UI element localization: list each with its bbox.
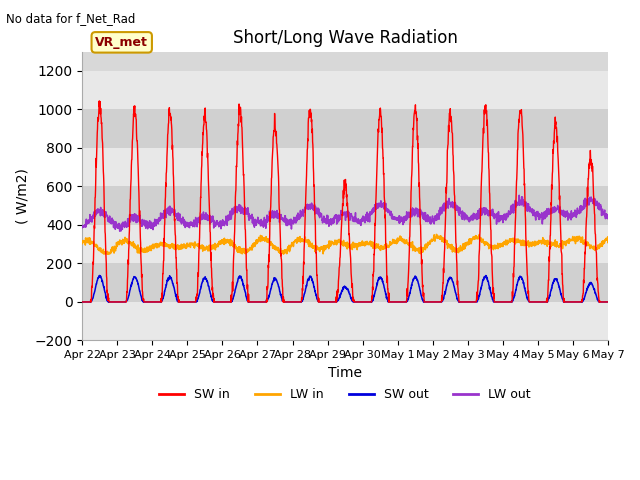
Bar xyxy=(82,109,608,148)
Title: Short/Long Wave Radiation: Short/Long Wave Radiation xyxy=(233,29,458,48)
Bar xyxy=(82,264,608,302)
Text: VR_met: VR_met xyxy=(95,36,148,49)
Bar xyxy=(82,302,608,340)
Bar xyxy=(82,71,608,109)
Bar xyxy=(82,148,608,186)
Bar xyxy=(82,225,608,264)
Legend: SW in, LW in, SW out, LW out: SW in, LW in, SW out, LW out xyxy=(154,384,536,407)
Text: No data for f_Net_Rad: No data for f_Net_Rad xyxy=(6,12,136,25)
X-axis label: Time: Time xyxy=(328,366,362,380)
Bar xyxy=(82,186,608,225)
Y-axis label: ( W/m2): ( W/m2) xyxy=(15,168,29,224)
